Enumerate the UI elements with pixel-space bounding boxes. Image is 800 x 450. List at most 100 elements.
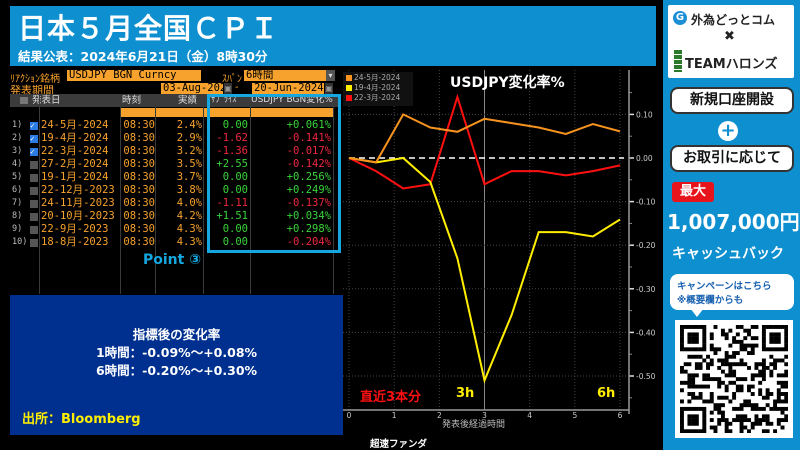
x-tick-label: 4 <box>527 411 532 420</box>
row-checkbox[interactable] <box>30 122 38 130</box>
row-checkbox[interactable] <box>30 239 38 247</box>
select-all-checkbox[interactable] <box>20 97 28 104</box>
qr-code[interactable] <box>675 320 793 438</box>
campaign-note: ※概要欄からも <box>677 295 744 306</box>
y-tick-label: -0.30 <box>636 285 656 294</box>
table-row[interactable]: 4) 27-2月-2024 08:30 3.5% +2.55 -0.142% <box>10 158 340 171</box>
cell-date: 20-10月-2023 <box>41 210 115 222</box>
row-checkbox[interactable] <box>30 148 38 156</box>
annotation-recent-three: 直近3本分 <box>360 390 422 405</box>
calendar-icon[interactable]: ▣ <box>224 83 232 94</box>
column-divider <box>250 94 251 294</box>
table-row[interactable]: 6) 22-12月-2023 08:30 3.8% 0.00 +0.249% <box>10 184 340 197</box>
cell-actual: 4.3% <box>176 236 202 248</box>
legend-label: 19-4月-2024 <box>354 83 401 92</box>
y-tick-label: 0.00 <box>636 154 653 163</box>
legend-label: 24-5月-2024 <box>354 73 401 82</box>
row-index: 8) <box>12 211 23 221</box>
summary-box: 指標後の変化率 1時間：-0.09%～+0.08% 6時間：-0.20%～+0.… <box>10 295 343 435</box>
column-divider <box>155 94 156 294</box>
row-index: 6) <box>12 185 23 195</box>
x-tick-label: 0 <box>347 411 352 420</box>
cell-date: 27-2月-2024 <box>41 158 109 170</box>
cell-change: +0.256% <box>286 171 331 183</box>
cell-change: -0.141% <box>286 132 331 144</box>
span-select[interactable]: 6時間 <box>244 70 326 81</box>
column-header-time[interactable]: 時刻 <box>122 95 142 106</box>
gaitame-logo-icon: G <box>673 11 687 25</box>
reaction-label: ﾘｱｸｼｮﾝ銘柄 <box>10 74 60 85</box>
period-to-field[interactable]: 20-Jun-2024 <box>252 83 324 94</box>
cell-date: 24-11月-2023 <box>41 197 115 209</box>
x-tick-label: 5 <box>572 411 577 420</box>
legend-swatch <box>346 95 352 101</box>
cell-actual: 3.8% <box>176 184 202 196</box>
table-row[interactable]: 7) 24-11月-2023 08:30 4.0% -1.11 -0.137% <box>10 197 340 210</box>
summary-1h-range: 1時間：-0.09%～+0.08% <box>95 345 258 360</box>
row-checkbox[interactable] <box>30 135 38 143</box>
channel-name: 超速ファンダ <box>370 439 428 450</box>
cell-surprise: -1.62 <box>216 132 248 144</box>
reaction-ticker-field[interactable]: USDJPY BGN Curncy <box>67 70 201 81</box>
cell-actual: 4.2% <box>176 210 202 222</box>
x-tick-label: 2 <box>437 411 442 420</box>
qr-code-icon[interactable] <box>680 325 789 434</box>
y-tick-label: 0.10 <box>636 110 653 119</box>
period-separator: - <box>235 82 239 93</box>
y-tick-label: -0.40 <box>636 328 656 337</box>
campaign-link-text[interactable]: キャンペーンはこちら <box>677 281 772 292</box>
row-checkbox[interactable] <box>30 200 38 208</box>
table-row[interactable]: 10) 18-8月-2023 08:30 4.3% 0.00 -0.204% <box>10 236 340 249</box>
row-index: 4) <box>12 159 23 169</box>
row-index: 7) <box>12 198 23 208</box>
calendar-icon[interactable]: ▣ <box>325 83 333 94</box>
row-checkbox[interactable] <box>30 174 38 182</box>
table-header: 発表日 時刻 実績 ｻﾌﾟﾗｲｽﾞ USDJPY BGN変化% <box>10 94 338 107</box>
cell-date: 22-9月-2023 <box>41 223 109 235</box>
column-header-date[interactable]: 発表日 <box>32 95 61 106</box>
cell-date: 22-12月-2023 <box>41 184 115 196</box>
cell-surprise: 0.00 <box>222 223 248 235</box>
cell-actual: 3.7% <box>176 171 202 183</box>
y-tick-label: -0.50 <box>636 372 656 381</box>
filter-row[interactable] <box>120 108 333 117</box>
legend-item: 22-3月-2024 <box>346 93 400 103</box>
cell-date: 19-4月-2024 <box>41 132 109 144</box>
cell-time: 08:30 <box>123 236 155 248</box>
legend-item: 24-5月-2024 <box>346 73 400 83</box>
row-checkbox[interactable] <box>30 213 38 221</box>
column-header-actual[interactable]: 実績 <box>178 95 198 106</box>
row-checkbox[interactable] <box>30 226 38 234</box>
row-checkbox[interactable] <box>30 161 38 169</box>
column-divider <box>120 94 121 294</box>
period-from-field[interactable]: 03-Aug-2023 <box>161 83 223 94</box>
cell-surprise: 0.00 <box>222 119 248 131</box>
bubble-tail <box>690 308 704 317</box>
cell-time: 08:30 <box>123 223 155 235</box>
cell-time: 08:30 <box>123 171 155 183</box>
cross-icon: ✖ <box>724 29 735 44</box>
chevron-down-icon[interactable]: ▾ <box>326 70 335 81</box>
column-header-change[interactable]: USDJPY BGN変化% <box>251 95 333 105</box>
table-row[interactable]: 9) 22-9月-2023 08:30 4.3% 0.00 +0.298% <box>10 223 340 236</box>
cell-change: +0.061% <box>286 119 331 131</box>
campaign-bubble[interactable] <box>670 274 794 310</box>
table-row[interactable]: 8) 20-10月-2023 08:30 4.2% +1.51 +0.034% <box>10 210 340 223</box>
open-account-button[interactable]: 新規口座開設 <box>670 87 794 114</box>
row-index: 10) <box>12 237 28 247</box>
column-divider <box>39 94 40 294</box>
row-checkbox[interactable] <box>30 187 38 195</box>
cell-date: 18-8月-2023 <box>41 236 109 248</box>
table-row[interactable]: 2) 19-4月-2024 08:30 2.9% -1.62 -0.141% <box>10 132 340 145</box>
table-row[interactable]: 1) 24-5月-2024 08:30 2.4% 0.00 +0.061% <box>10 119 340 132</box>
column-header-surprise[interactable]: ｻﾌﾟﾗｲｽﾞ <box>211 95 241 105</box>
x-tick-label: 1 <box>392 411 397 420</box>
point-label: Point ③ <box>143 252 202 268</box>
table-row[interactable]: 3) 22-3月-2024 08:30 3.2% -1.36 -0.017% <box>10 145 340 158</box>
trade-based-label: お取引に応じて <box>670 145 794 172</box>
cell-change: +0.298% <box>286 223 331 235</box>
line-chart: 0 1 2 3 4 5 6 0.10 0.00 -0.10 -0.20 -0.30 -0.40 -0.50 <box>343 70 656 420</box>
annotation-3h: 3h <box>456 386 475 401</box>
table-row[interactable]: 5) 19-1月-2024 08:30 3.7% 0.00 +0.256% <box>10 171 340 184</box>
legend-label: 22-3月-2024 <box>354 93 401 102</box>
